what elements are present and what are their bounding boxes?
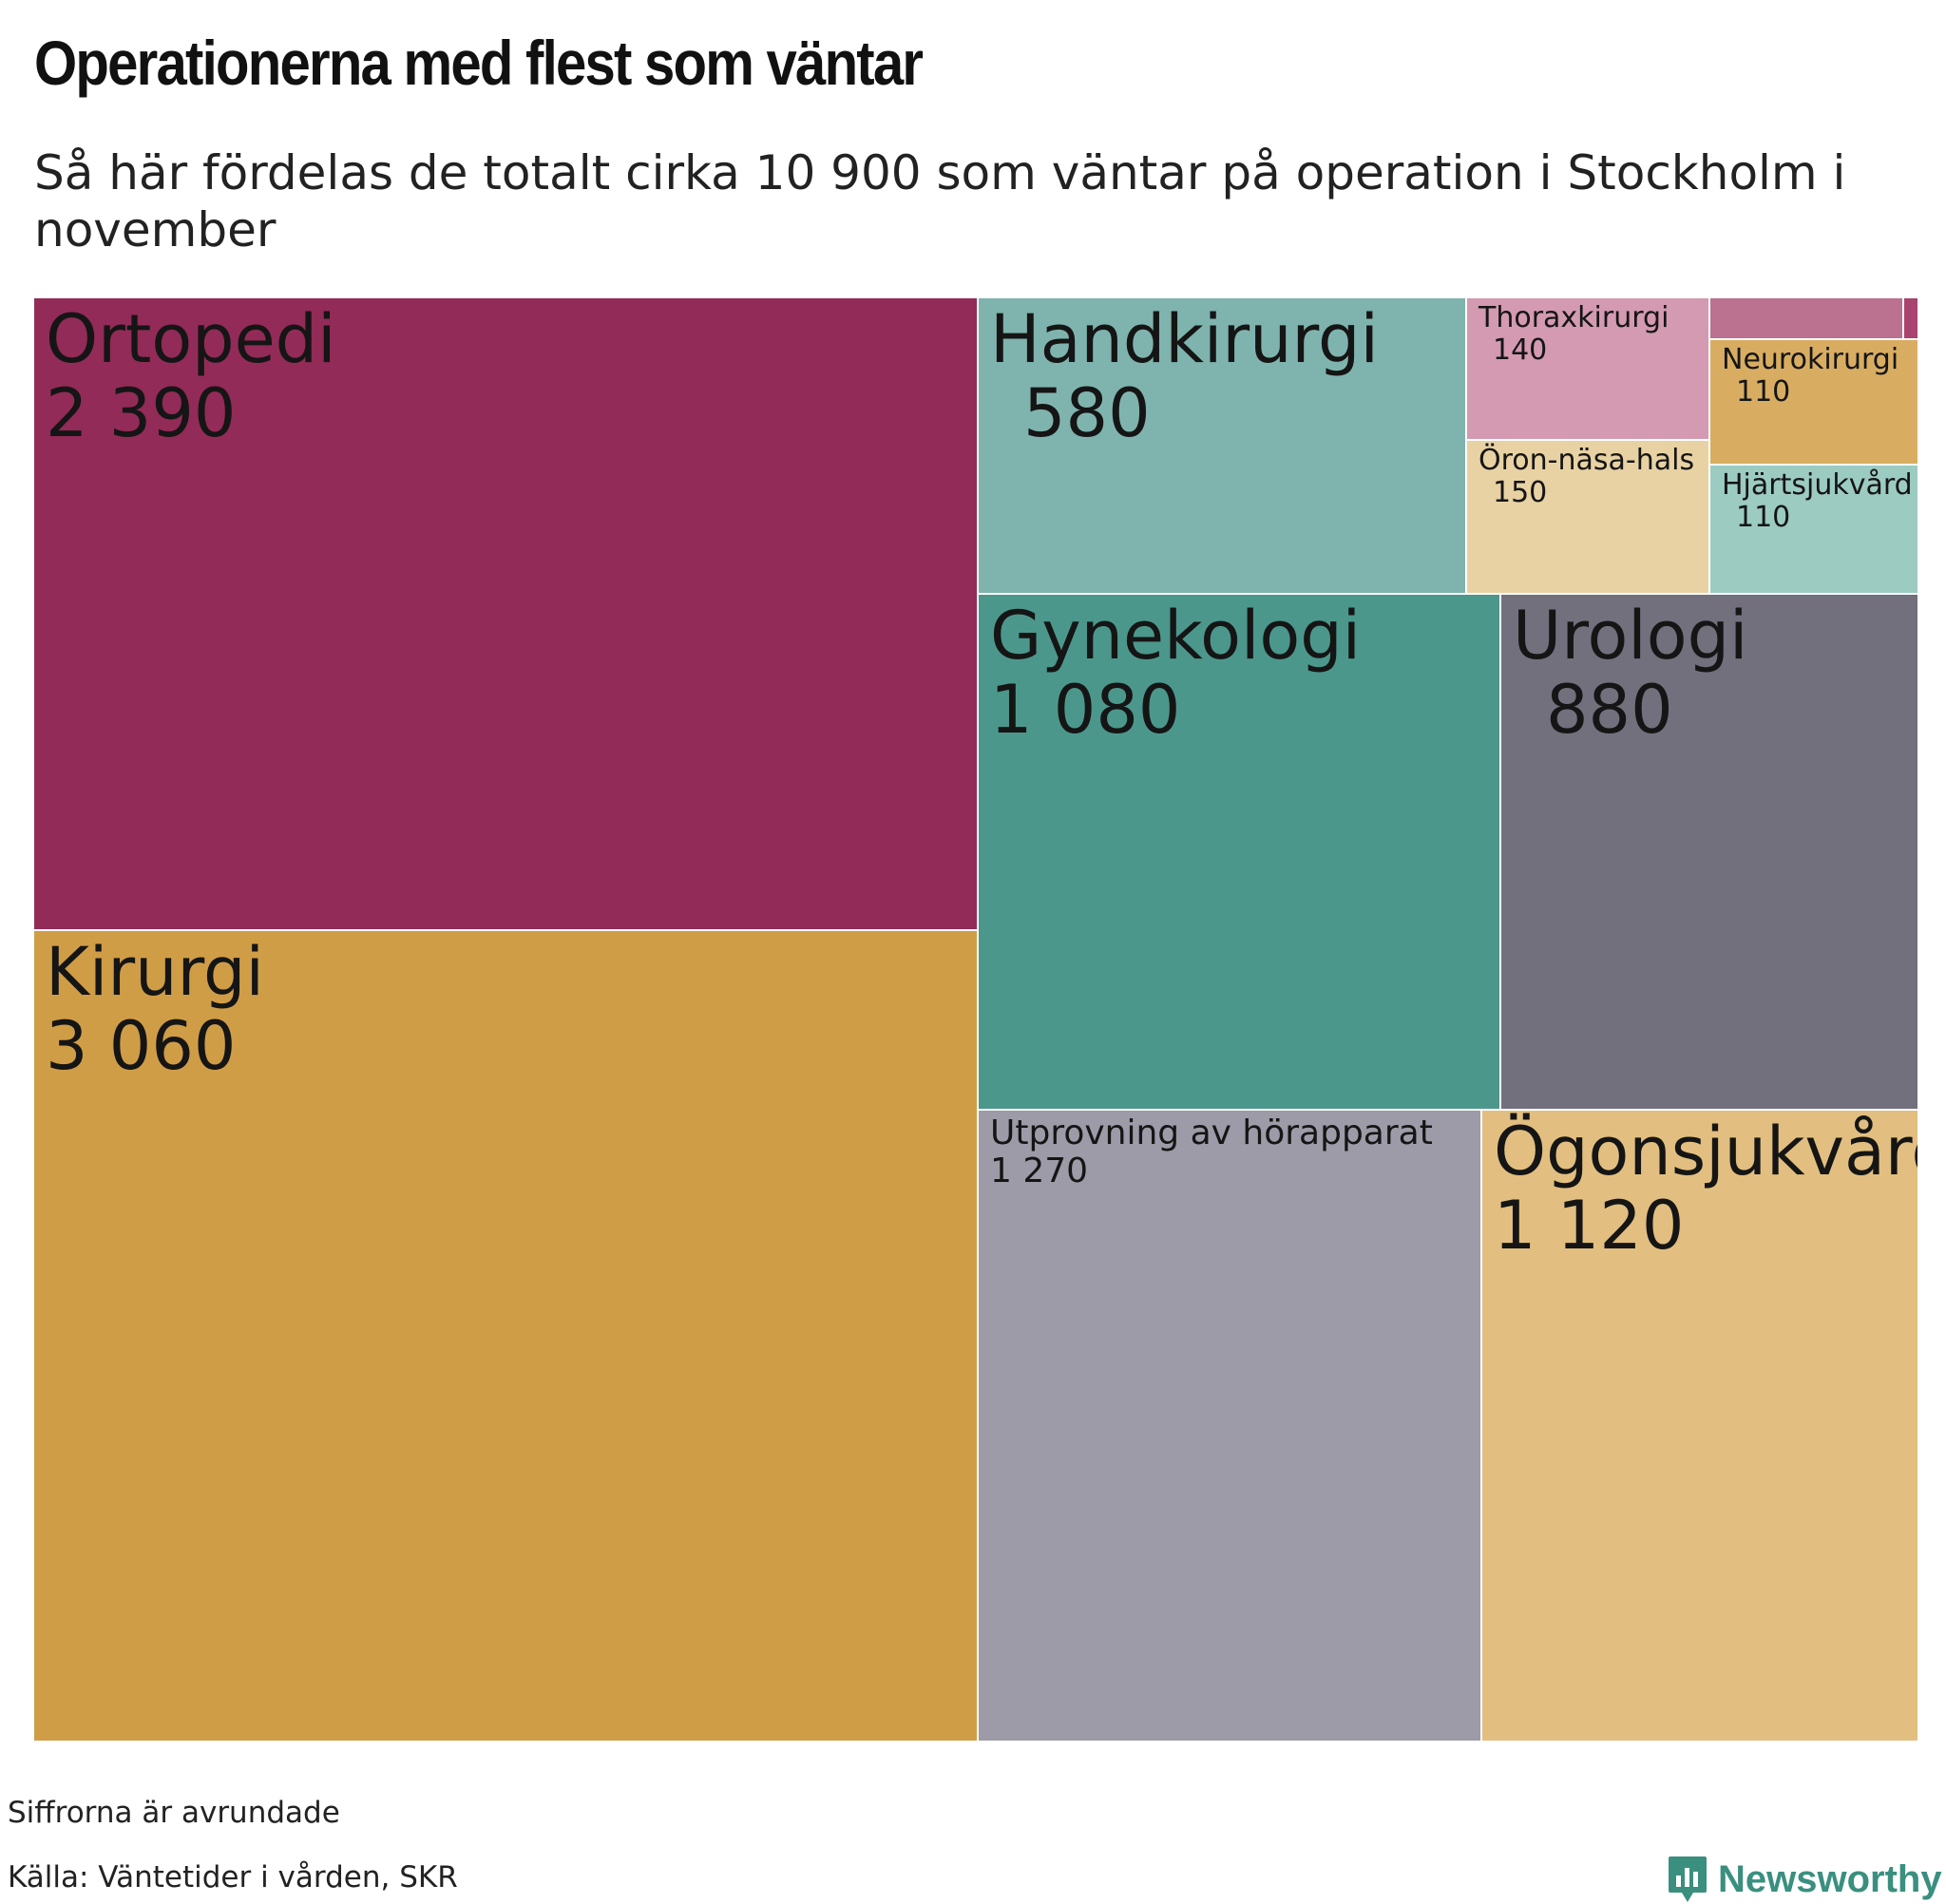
tile-value: 110 [1736, 500, 1791, 534]
brand-name: Newsworthy [1718, 1857, 1942, 1900]
treemap-tile: Neurokirurgi 110 [1710, 340, 1919, 466]
newsworthy-logo-icon [1669, 1856, 1707, 1902]
treemap-tile: Handkirurgi 580 [979, 298, 1467, 595]
tile-value: 1 270 [990, 1152, 1089, 1191]
tile-label: Ögonsjukvård [1494, 1113, 1919, 1190]
source-note: Källa: Väntetider i vården, SKR [8, 1860, 458, 1894]
tile-label: Öron-näsa-hals [1479, 444, 1695, 477]
tile-label: Handkirurgi [990, 300, 1379, 378]
treemap-tile: Gynekologi 1 080 [979, 595, 1501, 1111]
tile-value: 150 [1493, 475, 1548, 509]
tile-label: Gynekologi [990, 597, 1362, 675]
tile-value: 1 080 [990, 671, 1181, 750]
treemap-tile: Kirurgi 3 060 [34, 931, 979, 1742]
tile-value: 880 [1546, 671, 1673, 750]
tile-value: 110 [1736, 374, 1791, 409]
tile-label: Ortopedi [46, 300, 336, 378]
footnote: Siffrorna är avrundade [8, 1796, 340, 1830]
treemap-tile: Ortopedi 2 390 [34, 298, 979, 931]
treemap-tile: Utprovning av hörapparat 1 270 [979, 1111, 1482, 1742]
tile-label: Kirurgi [46, 933, 264, 1011]
chart-subtitle: Så här fördelas de totalt cirka 10 900 s… [34, 145, 1846, 257]
treemap-tile: Öron-näsa-hals 150 [1467, 441, 1710, 595]
tile-label: Utprovning av hörapparat [990, 1114, 1433, 1152]
tile-value: 580 [1023, 374, 1151, 453]
tile-label: Hjärtsjukvård [1722, 468, 1913, 502]
treemap-tile: Hjärtsjukvård 110 [1710, 466, 1919, 595]
treemap: Ortopedi 2 390 Kirurgi 3 060 Handkirurgi 580 T… [34, 298, 1919, 1742]
tile-label: Thoraxkirurgi [1479, 301, 1669, 334]
treemap-tile: Ögonsjukvård 1 120 [1482, 1111, 1919, 1742]
treemap-tile: Thoraxkirurgi 140 [1467, 298, 1710, 441]
treemap-tile [1710, 298, 1904, 340]
tile-label: Urologi [1513, 597, 1748, 675]
tile-value: 1 120 [1494, 1187, 1685, 1266]
tile-value: 140 [1493, 333, 1548, 367]
brand-logo: Newsworthy [1667, 1855, 1942, 1904]
chart-title: Operationerna med flest som väntar [34, 28, 924, 98]
tile-label: Neurokirurgi [1722, 343, 1899, 376]
tile-value: 2 390 [46, 374, 237, 453]
treemap-tile [1904, 298, 1919, 340]
tile-value: 3 060 [46, 1007, 237, 1086]
treemap-tile: Urologi 880 [1501, 595, 1919, 1111]
